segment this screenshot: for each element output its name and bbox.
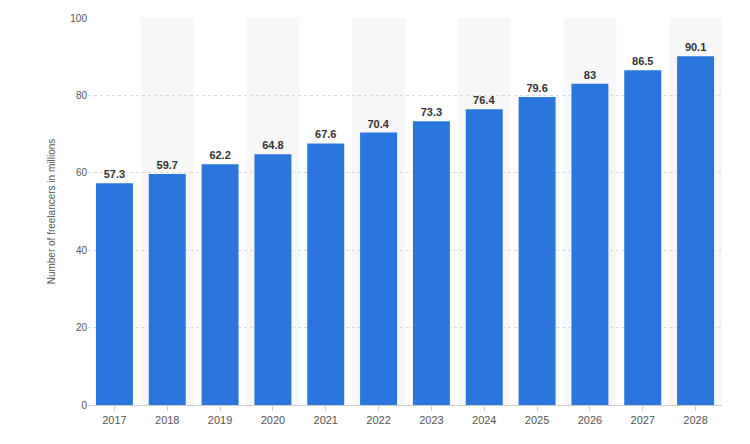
svg-text:2024: 2024	[472, 414, 496, 426]
svg-text:2023: 2023	[419, 414, 443, 426]
svg-text:40: 40	[76, 245, 88, 256]
svg-text:70.4: 70.4	[367, 118, 389, 130]
svg-text:2022: 2022	[366, 414, 390, 426]
svg-text:73.3: 73.3	[421, 106, 442, 118]
svg-text:57.3: 57.3	[104, 168, 125, 180]
svg-text:76.4: 76.4	[473, 94, 495, 106]
svg-text:67.6: 67.6	[315, 128, 336, 140]
svg-text:2025: 2025	[525, 414, 549, 426]
svg-text:2026: 2026	[578, 414, 602, 426]
svg-text:100: 100	[70, 13, 87, 24]
svg-text:86.5: 86.5	[632, 55, 653, 67]
svg-text:90.1: 90.1	[685, 41, 706, 53]
svg-text:2028: 2028	[683, 414, 707, 426]
svg-text:2027: 2027	[631, 414, 655, 426]
svg-text:62.2: 62.2	[209, 149, 230, 161]
svg-text:2019: 2019	[208, 414, 232, 426]
svg-text:59.7: 59.7	[157, 159, 178, 171]
svg-text:2018: 2018	[155, 414, 179, 426]
svg-text:2021: 2021	[314, 414, 338, 426]
svg-text:0: 0	[81, 400, 87, 411]
svg-text:64.8: 64.8	[262, 139, 283, 151]
svg-text:20: 20	[76, 322, 88, 333]
svg-text:83: 83	[584, 69, 596, 81]
svg-text:2017: 2017	[102, 414, 126, 426]
svg-text:60: 60	[76, 167, 88, 178]
svg-text:79.6: 79.6	[526, 82, 547, 94]
svg-text:Number of freelancers in milli: Number of freelancers in millions	[46, 139, 57, 285]
svg-text:80: 80	[76, 90, 88, 101]
svg-text:2020: 2020	[261, 414, 285, 426]
